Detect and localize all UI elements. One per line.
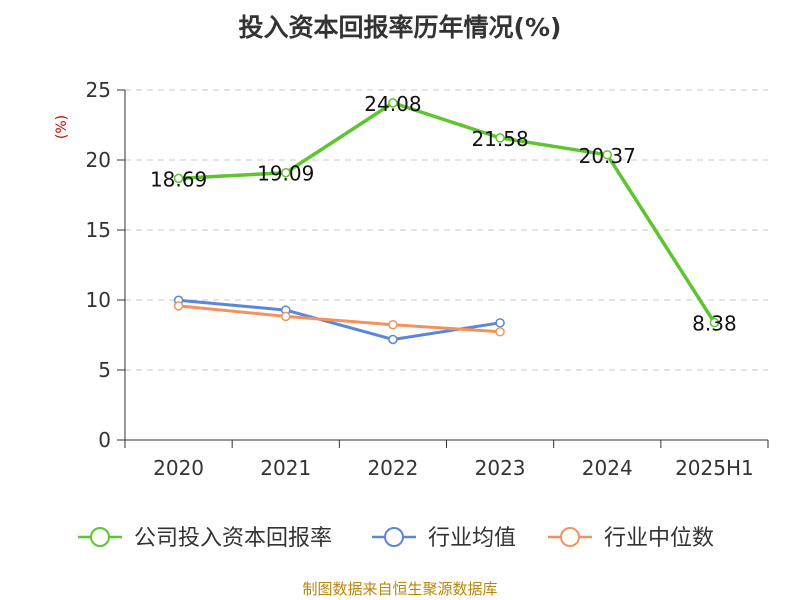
legend-label: 行业中位数 (604, 526, 714, 551)
data-point (495, 327, 505, 337)
data-point (602, 150, 612, 160)
y-tick-label: 25 (86, 78, 111, 102)
data-label: 24.08 (364, 92, 421, 116)
data-label: 20.37 (579, 144, 636, 168)
x-tick-label: 2022 (367, 456, 418, 480)
x-tick-label: 2023 (475, 456, 526, 480)
x-tick-label: 2025H1 (675, 456, 754, 480)
data-point (173, 173, 184, 184)
data-point (281, 311, 291, 322)
data-point (709, 317, 720, 328)
data-point (388, 98, 398, 108)
data-label: 21.58 (471, 127, 528, 151)
legend-label: 行业均值 (428, 526, 516, 551)
data-point (281, 167, 291, 178)
y-axis-label: (%) (54, 115, 70, 139)
data-label: 18.69 (150, 167, 207, 191)
data-point (495, 133, 505, 143)
series-line (178, 304, 501, 334)
y-tick-label: 15 (86, 218, 111, 242)
data-label: 8.38 (692, 312, 737, 336)
x-tick-label: 2021 (260, 456, 311, 480)
source-note: 制图数据来自恒生聚源数据库 (302, 580, 498, 598)
legend-marker (384, 527, 404, 547)
data-point (173, 301, 184, 311)
series-line (178, 298, 501, 341)
data-point (495, 318, 505, 328)
y-tick-label: 10 (86, 288, 111, 312)
x-tick-label: 2020 (153, 456, 204, 480)
data-point (388, 334, 398, 345)
y-tick-label: 0 (98, 428, 111, 452)
x-tick-label: 2024 (582, 456, 633, 480)
y-tick-label: 5 (98, 358, 111, 382)
data-label: 19.09 (257, 162, 314, 186)
legend-marker (90, 527, 110, 547)
y-tick-label: 20 (86, 148, 111, 172)
chart-title: 投入资本回报率历年情况(%) (238, 13, 562, 42)
legend-marker (560, 527, 580, 547)
legend-label: 公司投入资本回报率 (134, 526, 332, 551)
data-point (388, 320, 398, 330)
series-line (178, 101, 716, 324)
